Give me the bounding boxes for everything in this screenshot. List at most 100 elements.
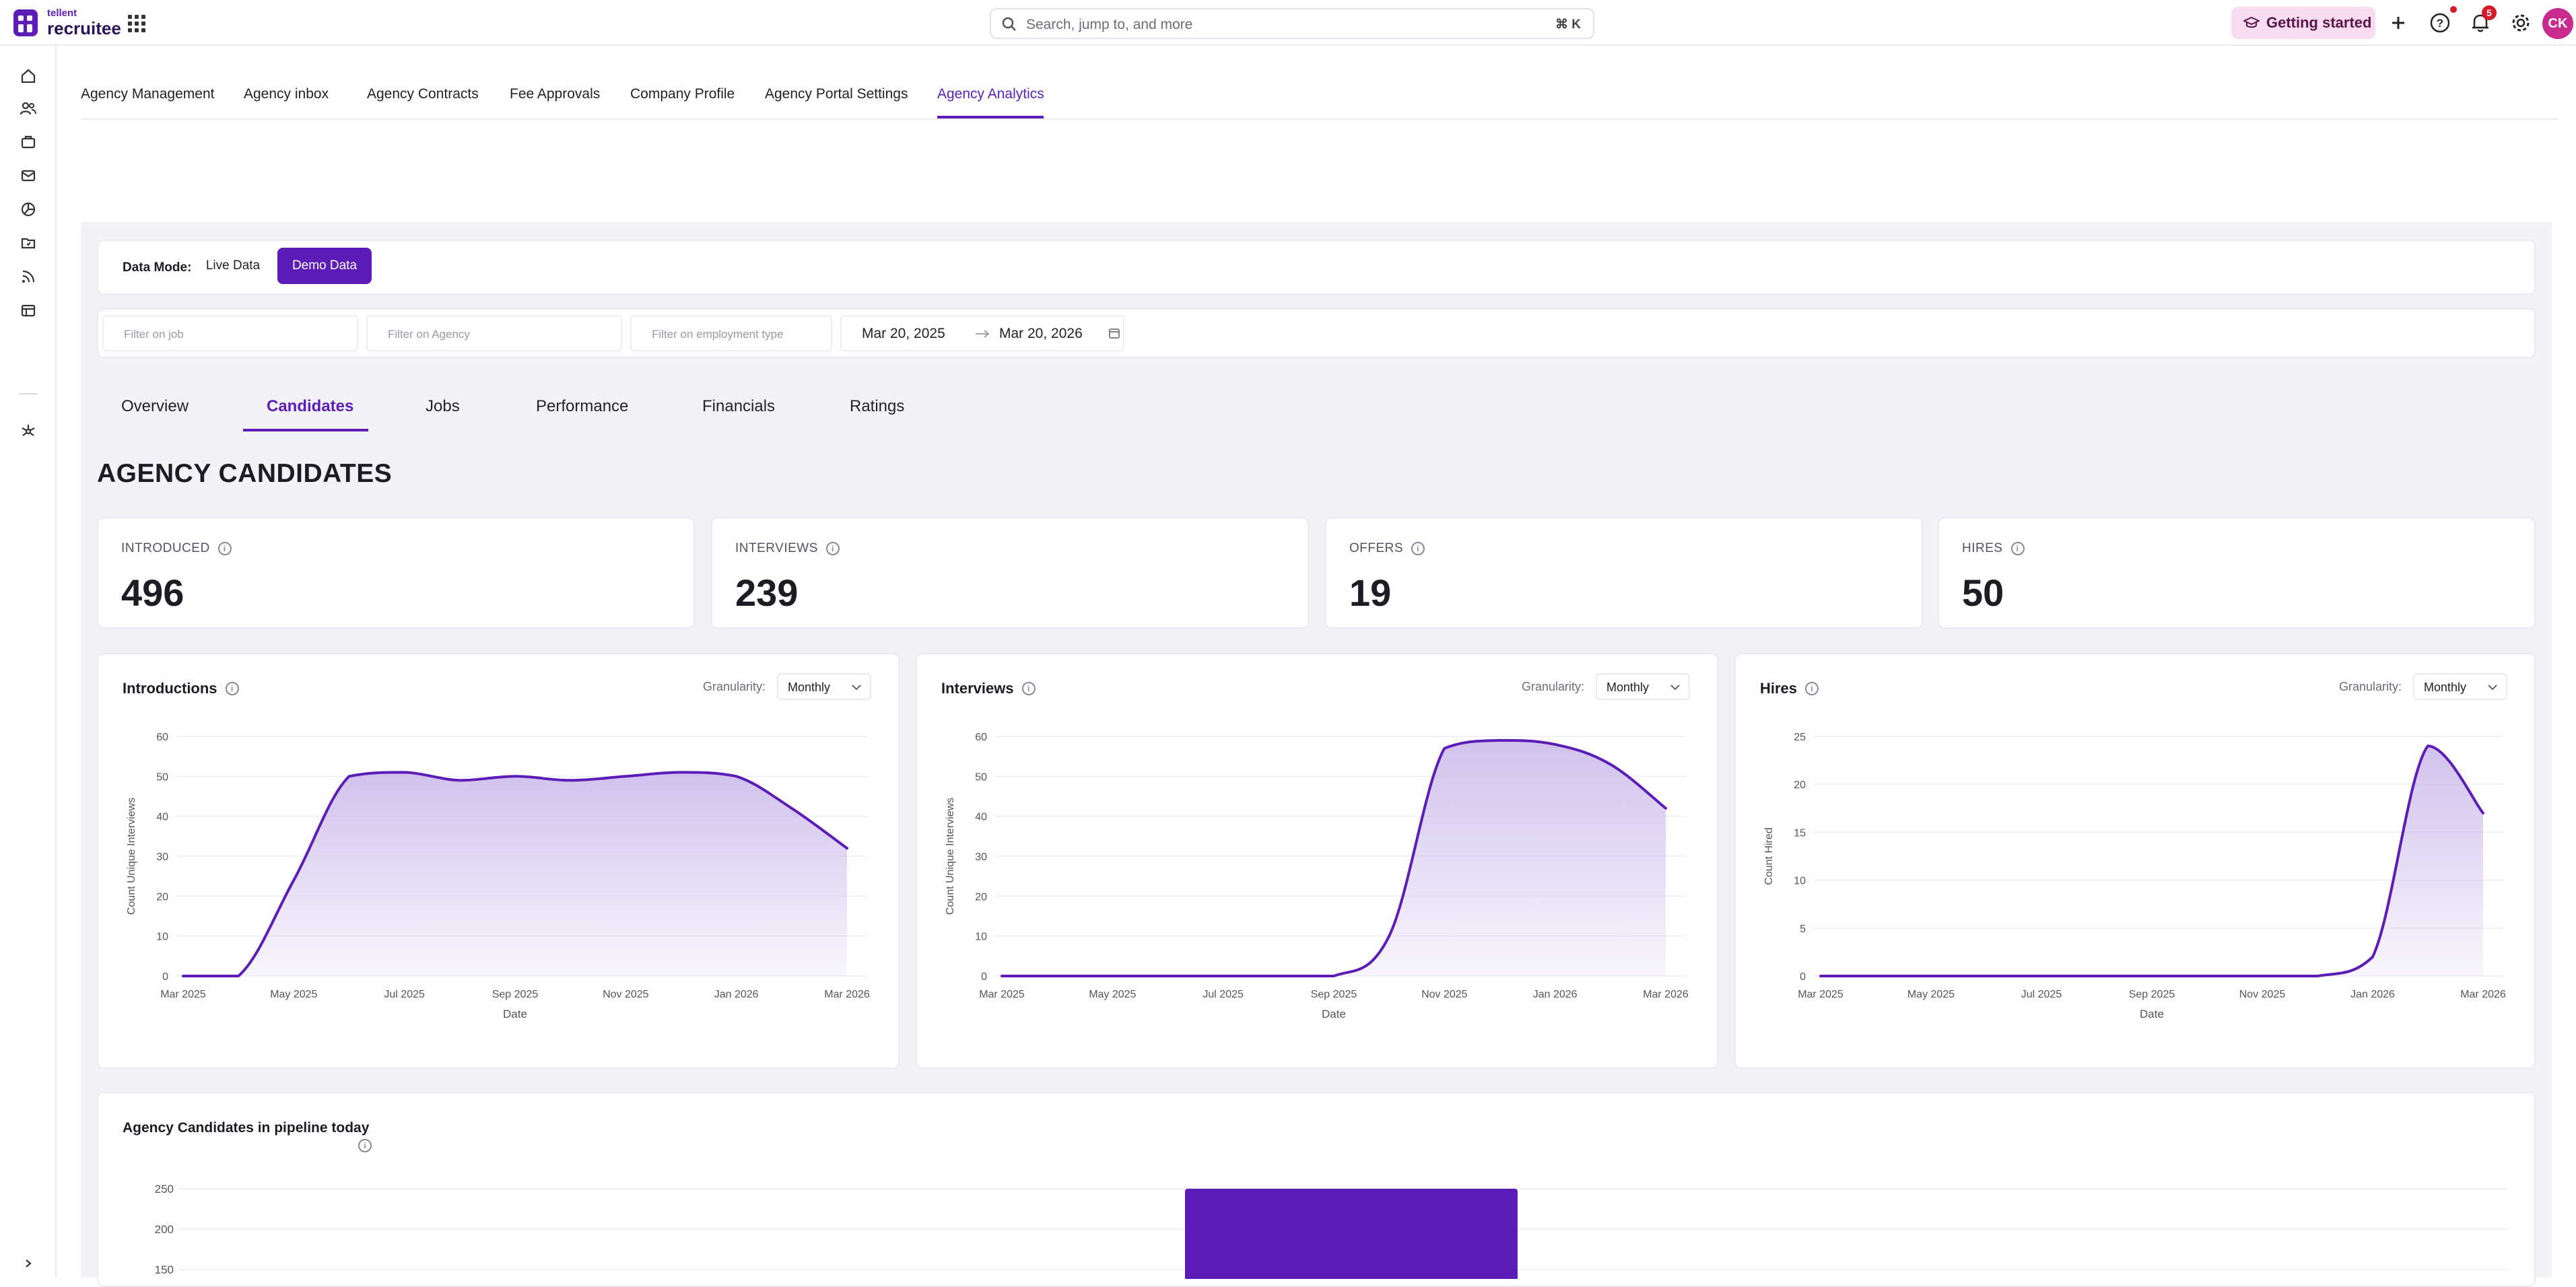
granularity-label: Granularity:: [1522, 680, 1585, 693]
x-tick-label: Jul 2025: [2021, 989, 2062, 1000]
granularity-label: Granularity:: [703, 680, 766, 693]
tab-agency-contracts[interactable]: Agency Contracts: [367, 86, 479, 102]
data-mode-bar: Data Mode: Live Data Demo Data: [97, 240, 2536, 295]
add-icon[interactable]: [2385, 9, 2412, 36]
pipeline-chart-title: Agency Candidates in pipeline today: [123, 1120, 370, 1136]
chart-title: Introductions: [123, 680, 217, 697]
hires-chart: 0 5 10 15 20 25 Mar 2025 May 2025 Jul 2025 Sep 20…: [1763, 732, 2506, 1020]
date-end[interactable]: Mar 20, 2026: [999, 326, 1083, 341]
tab-agency-management[interactable]: Agency Management: [81, 86, 215, 102]
jobs-briefcase-icon[interactable]: [18, 132, 38, 152]
getting-started-label: Getting started: [2266, 14, 2372, 31]
x-tick-label: Jul 2025: [384, 989, 425, 1000]
data-point: [2095, 975, 2098, 977]
calendar-icon[interactable]: [1108, 327, 1120, 339]
data-point: [2371, 956, 2374, 959]
kpi-label: OFFERS: [1349, 541, 1404, 555]
info-icon[interactable]: i: [217, 542, 232, 555]
top-bar: tellent recruitee Search, jump to, and m…: [0, 0, 2576, 46]
data-point: [1664, 807, 1667, 810]
y-tick-label: 60: [156, 732, 168, 743]
search-placeholder: Search, jump to, and more: [1026, 17, 1193, 32]
agency-filter-input[interactable]: Filter on Agency: [366, 315, 622, 351]
info-icon[interactable]: i: [825, 542, 840, 555]
chart-card-introductions: Introductions i Granularity: Monthly 0 10 2…: [97, 653, 900, 1069]
help-notification-dot: [2450, 6, 2457, 13]
x-tick-label: Jan 2026: [2350, 989, 2395, 1000]
granularity-select[interactable]: Monthly: [777, 673, 871, 700]
analytics-icon[interactable]: [18, 199, 38, 219]
demo-data-option[interactable]: Demo Data: [277, 248, 372, 284]
kpi-value: 50: [1962, 571, 2004, 614]
notification-count-badge: 5: [2482, 5, 2497, 20]
folder-icon[interactable]: [18, 233, 38, 253]
info-icon[interactable]: i: [1021, 682, 1036, 695]
y-tick-label: 30: [156, 851, 168, 863]
granularity-select[interactable]: Monthly: [2413, 673, 2507, 700]
logo-icon: [13, 9, 38, 36]
x-tick-label: May 2025: [270, 989, 317, 1000]
employment-type-filter-input[interactable]: Filter on employment type: [630, 315, 832, 351]
tab-candidates[interactable]: Candidates: [267, 397, 354, 415]
integrations-icon[interactable]: [18, 421, 38, 442]
y-tick-label: 40: [975, 812, 987, 823]
x-tick-label: Nov 2025: [603, 989, 649, 1000]
data-point: [403, 771, 406, 773]
app-switcher-icon[interactable]: [128, 15, 145, 32]
svg-text:?: ?: [2437, 17, 2443, 30]
x-tick-label: Jan 2026: [714, 989, 759, 1000]
area-fill: [1002, 740, 1666, 976]
tab-fee-approvals[interactable]: Fee Approvals: [510, 86, 601, 102]
data-point: [182, 975, 184, 977]
y-tick-label: 20: [1794, 779, 1806, 791]
tab-jobs[interactable]: Jobs: [426, 397, 460, 415]
data-point: [348, 775, 351, 777]
granularity-select[interactable]: Monthly: [1596, 673, 1690, 700]
tab-overview[interactable]: Overview: [121, 397, 189, 415]
tab-agency-analytics[interactable]: Agency Analytics: [937, 86, 1044, 102]
tab-company-profile[interactable]: Company Profile: [630, 86, 735, 102]
data-point: [237, 975, 240, 977]
tab-agency-inbox[interactable]: Agency inbox: [244, 86, 329, 102]
info-icon[interactable]: i: [1805, 682, 1819, 695]
tab-agency-portal-settings[interactable]: Agency Portal Settings: [765, 86, 908, 102]
feed-icon[interactable]: [18, 267, 38, 287]
info-icon[interactable]: i: [225, 682, 239, 695]
home-icon[interactable]: [18, 66, 38, 86]
expand-sidebar-chevron-icon[interactable]: [18, 1253, 38, 1274]
kpi-label: INTRODUCED: [121, 541, 210, 555]
getting-started-button[interactable]: Getting started: [2231, 7, 2375, 39]
mail-icon[interactable]: [18, 166, 38, 186]
data-point: [2261, 975, 2264, 977]
date-start[interactable]: Mar 20, 2025: [862, 326, 945, 341]
bell-icon[interactable]: [2467, 9, 2494, 36]
settings-gear-icon[interactable]: [2507, 9, 2534, 36]
user-avatar[interactable]: CK: [2542, 8, 2573, 39]
x-tick-label: Jul 2025: [1202, 989, 1244, 1000]
job-filter-input[interactable]: Filter on job: [102, 315, 358, 351]
live-data-option[interactable]: Live Data: [205, 258, 261, 273]
y-axis-label: Count Unique Interviews: [126, 798, 137, 915]
search-shortcut: ⌘ K: [1555, 18, 1581, 32]
data-point: [292, 879, 295, 882]
date-range-picker[interactable]: [840, 315, 1124, 351]
app-logo[interactable]: tellent recruitee: [13, 8, 121, 37]
info-icon[interactable]: i: [1411, 542, 1425, 555]
data-point: [1499, 739, 1501, 742]
info-icon[interactable]: i: [2010, 542, 2025, 555]
y-tick-label: 25: [1794, 732, 1806, 743]
marketplace-icon[interactable]: [18, 300, 38, 320]
tab-performance[interactable]: Performance: [536, 397, 629, 415]
help-icon[interactable]: ?: [2427, 9, 2453, 36]
y-tick-label: 0: [1800, 971, 1806, 983]
global-search-input[interactable]: Search, jump to, and more ⌘ K: [990, 8, 1594, 39]
area-fill: [183, 772, 847, 976]
y-tick-label: 15: [1794, 827, 1806, 839]
tab-ratings[interactable]: Ratings: [850, 397, 905, 415]
tab-financials[interactable]: Financials: [702, 397, 776, 415]
info-icon[interactable]: i: [358, 1139, 372, 1152]
candidates-icon[interactable]: [18, 98, 38, 118]
x-tick-label: Mar 2025: [160, 989, 206, 1000]
analytics-sub-tabs: Overview Candidates Jobs Performance Fin…: [121, 397, 996, 424]
data-point: [1874, 975, 1877, 977]
